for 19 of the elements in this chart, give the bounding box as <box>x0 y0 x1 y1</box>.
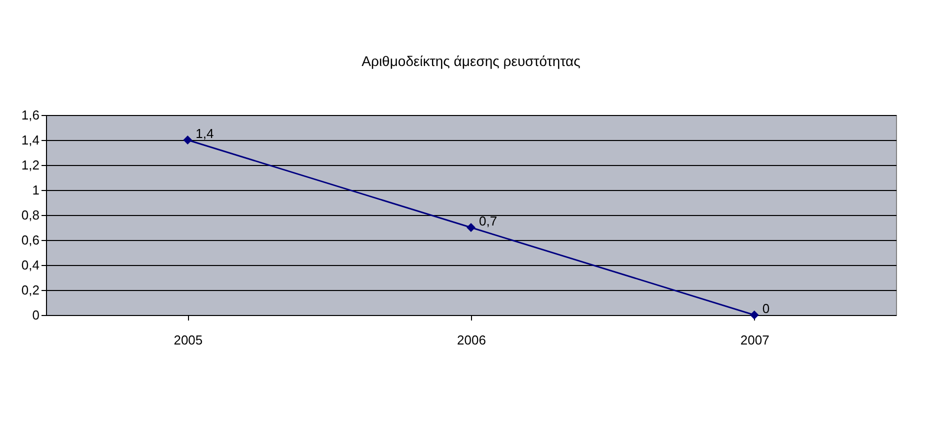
data-label: 0 <box>762 301 770 316</box>
y-tick-label: 0,8 <box>21 208 40 222</box>
x-tick-label: 2006 <box>457 332 486 348</box>
y-tick-label: 1 <box>32 182 40 198</box>
y-tick-label: 0,4 <box>21 258 40 272</box>
y-tick-label: 1,6 <box>21 108 40 122</box>
y-tick-label: 0,2 <box>21 282 40 298</box>
point <box>466 223 476 232</box>
data-label: 1,4 <box>196 126 214 141</box>
x-tick-label: 2005 <box>174 332 203 348</box>
y-tick-label: 0 <box>32 308 40 322</box>
chart-title: Αριθμοδείκτης άμεσης ρευστότητας <box>362 53 581 69</box>
y-tick-label: 1,4 <box>21 132 40 148</box>
data-label: 0,7 <box>479 214 498 228</box>
point <box>183 136 192 144</box>
y-tick-label: 0,6 <box>21 232 40 248</box>
x-tick-label: 2007 <box>740 332 770 348</box>
y-tick-label: 1,2 <box>21 158 40 172</box>
point <box>750 310 759 320</box>
